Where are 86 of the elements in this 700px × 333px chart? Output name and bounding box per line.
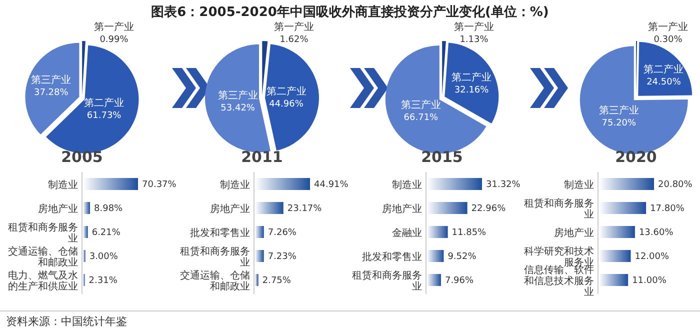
data-label: 12.00% xyxy=(634,252,670,262)
data-label: 6.21% xyxy=(92,228,121,238)
data-label: 31.32% xyxy=(486,180,521,190)
data-label: 22.96% xyxy=(471,204,506,214)
data-label: 0.30% xyxy=(654,35,683,45)
data-label: 70.37% xyxy=(142,180,177,190)
data-label: 32.16% xyxy=(454,85,490,96)
data-label: 66.71% xyxy=(404,113,439,124)
bar xyxy=(599,202,646,214)
y-tick-label: 制造业 xyxy=(564,179,594,191)
slice-label: 第三产业 xyxy=(218,90,258,102)
bar xyxy=(427,202,468,214)
y-tick-label: 房地产业 xyxy=(210,203,250,215)
data-label: 24.50% xyxy=(646,77,682,88)
y-tick-label: 交通运输、仓储和邮政业 xyxy=(8,246,78,268)
bar xyxy=(599,226,635,238)
y-tick-label: 租赁和商务服务业 xyxy=(180,246,250,268)
bar xyxy=(599,250,631,262)
data-label: 7.26% xyxy=(268,228,297,238)
bar xyxy=(427,178,482,190)
y-tick-label: 制造业 xyxy=(48,179,78,191)
slice-label: 第二产业 xyxy=(452,71,492,84)
y-tick-label: 房地产业 xyxy=(382,203,422,215)
data-label: 7.96% xyxy=(444,276,474,286)
data-label: 53.42% xyxy=(220,104,256,114)
y-tick-label: 租赁和商务服务业 xyxy=(524,198,594,220)
text: 资料来源：中国统计年鉴 xyxy=(6,315,127,328)
text: 2015 xyxy=(421,148,463,166)
data-label: 44.91% xyxy=(314,180,349,190)
slice-label: 第三产业 xyxy=(598,104,639,116)
y-tick-label: 房地产业 xyxy=(554,227,594,239)
bar xyxy=(599,178,654,190)
slice-label: 第一产业 xyxy=(454,21,494,33)
data-label: 75.20% xyxy=(602,118,637,128)
bar xyxy=(427,226,448,238)
bar xyxy=(83,202,90,214)
data-label: 20.80% xyxy=(658,180,693,190)
slice-label: 第一产业 xyxy=(648,21,688,33)
text: 2011 xyxy=(241,148,283,166)
data-label: 2.75% xyxy=(262,276,292,286)
text: 2020 xyxy=(615,148,657,166)
slice-label: 第一产业 xyxy=(94,21,134,33)
data-label: 13.60% xyxy=(638,228,674,238)
data-label: 9.52% xyxy=(448,252,477,262)
data-label: 3.00% xyxy=(89,252,118,262)
bar xyxy=(255,178,310,190)
data-label: 44.96% xyxy=(269,100,304,110)
bar xyxy=(255,274,258,286)
y-tick-label: 房地产业 xyxy=(38,203,78,215)
bar xyxy=(83,178,138,190)
data-label: 1.62% xyxy=(280,35,309,45)
slice-label: 第三产业 xyxy=(400,99,441,112)
bar xyxy=(427,250,444,262)
slice-label: 第一产业 xyxy=(274,21,314,33)
y-tick-label: 批发和零售业 xyxy=(362,251,422,263)
data-label: 7.23% xyxy=(268,252,297,262)
slice-label: 第二产业 xyxy=(644,63,684,76)
text: 图表6：2005-2020年中国吸收外商直接投资分产业变化(单位：%) xyxy=(151,4,549,20)
text: 2005 xyxy=(61,148,103,166)
bar xyxy=(427,274,441,286)
y-tick-label: 租赁和商务服务业 xyxy=(352,270,422,292)
y-tick-label: 交通运输、仓储和邮政业 xyxy=(180,270,250,292)
data-label: 61.73% xyxy=(86,111,122,122)
y-tick-label: 电力、燃气及水的生产和供应业 xyxy=(8,270,78,292)
y-tick-label: 租赁和商务服务业 xyxy=(8,222,78,244)
y-tick-label: 制造业 xyxy=(392,179,422,191)
bar xyxy=(599,274,628,286)
slice-label: 第二产业 xyxy=(266,86,306,98)
y-tick-label: 制造业 xyxy=(220,179,250,191)
y-tick-label: 批发和零售业 xyxy=(190,227,250,239)
bar xyxy=(83,226,88,238)
data-label: 17.80% xyxy=(650,204,685,214)
data-label: 0.99% xyxy=(100,35,129,45)
slice-label: 第三产业 xyxy=(31,74,72,86)
bar xyxy=(255,250,264,262)
bar xyxy=(255,226,264,238)
bar xyxy=(255,202,284,214)
data-label: 2.31% xyxy=(88,276,118,286)
data-label: 23.17% xyxy=(287,204,322,214)
data-label: 8.98% xyxy=(94,204,124,214)
data-label: 11.85% xyxy=(452,228,487,238)
data-label: 37.28% xyxy=(34,88,69,98)
data-label: 1.13% xyxy=(460,35,489,45)
data-label: 11.00% xyxy=(632,276,667,286)
y-tick-label: 金融业 xyxy=(392,227,422,239)
slice-label: 第二产业 xyxy=(84,97,124,110)
